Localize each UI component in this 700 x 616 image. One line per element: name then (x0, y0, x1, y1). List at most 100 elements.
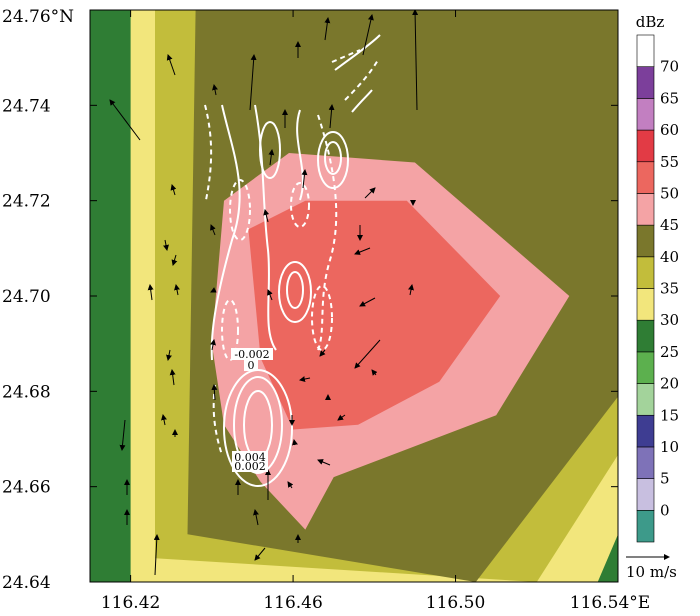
colorbar-swatch-0 (636, 478, 655, 511)
wind-vector-22 (267, 289, 273, 301)
wind-vector-24 (253, 509, 259, 526)
wind-vector-19 (317, 459, 331, 466)
velocity-contour-12 (290, 182, 310, 228)
colorbar-label-45: 45 (660, 216, 679, 234)
y-tick-label-2: 24.68 (2, 382, 51, 402)
y-tick-label-1: 24.66 (2, 478, 51, 498)
reference-vector-label: 10 m/s (626, 563, 677, 581)
wind-vector-9 (268, 149, 275, 166)
wind-vector-52 (319, 349, 326, 357)
colorbar-swatch-30 (636, 288, 655, 321)
wind-vector-49 (292, 439, 298, 446)
velocity-contour-top-3 (351, 89, 373, 113)
velocity-contour-6 (324, 141, 342, 175)
contour-label-0002: 0.002 (234, 460, 266, 473)
wind-vector-18 (337, 414, 346, 421)
wind-vector-21 (263, 209, 270, 223)
wind-vector-14 (354, 247, 371, 255)
reference-vector: 10 m/s (626, 554, 677, 581)
colorbar-swatch-50 (636, 161, 655, 194)
x-tick-label-0: 116.42 (101, 593, 160, 613)
wind-vector-13 (364, 187, 376, 199)
velocity-contour-line-3 (254, 104, 277, 351)
wind-vector-5 (324, 17, 331, 41)
velocity-contour-8 (229, 179, 251, 241)
colorbar-label-0: 0 (660, 501, 670, 519)
wind-vector-20 (299, 376, 311, 382)
velocity-contour-7 (317, 131, 349, 189)
velocity-contour-4 (286, 271, 304, 309)
wind-vector-47 (287, 481, 294, 489)
colorbar-label-60: 60 (660, 121, 679, 139)
velocity-contour-10 (221, 299, 239, 361)
wind-vector-3 (212, 84, 218, 96)
wind-vector-28 (211, 384, 218, 401)
wind-vector-34 (169, 369, 176, 386)
wind-vector-12 (301, 169, 308, 189)
y-tick-label-5: 24.74 (2, 96, 51, 116)
colorbar-label-50: 50 (660, 184, 679, 202)
wind-vector-39 (119, 419, 126, 451)
colorbar-label-10: 10 (660, 438, 679, 456)
wind-vector-44 (408, 284, 414, 296)
velocity-contour-line-1 (210, 104, 241, 361)
wind-vector-1 (109, 99, 141, 141)
colorbar-swatch-15 (636, 383, 655, 416)
x-tick-label-2: 116.50 (426, 593, 485, 613)
colorbar-swatch-70 (636, 34, 655, 67)
colorbar-swatch--5 (636, 510, 655, 543)
wind-vector-50 (254, 547, 266, 561)
colorbar-label-65: 65 (660, 89, 679, 107)
colorbar-swatch-5 (636, 446, 655, 479)
x-tick-label-3: 116.54°E (570, 593, 650, 613)
colorbar-swatch-40 (636, 224, 655, 258)
colorbar-swatch-60 (636, 98, 655, 131)
wind-vector-6 (362, 14, 374, 56)
colorbar-label-35: 35 (660, 280, 679, 298)
wind-vector-7 (412, 10, 419, 111)
contour-label-0004: 0.004 (234, 451, 266, 464)
colorbar-label-5: 5 (660, 470, 670, 488)
wind-vector-2 (166, 54, 176, 76)
colorbar-label-25: 25 (660, 343, 679, 361)
velocity-contour-line-2 (212, 384, 223, 456)
y-tick-label-0: 24.64 (2, 573, 51, 593)
wind-vector-15 (359, 297, 376, 307)
velocity-contour-top-1 (334, 34, 381, 71)
colorbar-label-20: 20 (660, 375, 679, 393)
colorbar-label-70: 70 (660, 58, 679, 76)
wind-vector-30 (147, 284, 154, 301)
colorbar-label-40: 40 (660, 248, 679, 266)
wind-vector-27 (210, 339, 216, 351)
colorbar: 0 5 10 15 20 25 30 35 40 45 50 55 60 65 70 (636, 34, 679, 543)
wind-vector-26 (210, 287, 217, 293)
colorbar-label-15: 15 (660, 406, 679, 424)
wind-vector-25 (210, 224, 216, 236)
colorbar-swatch-55 (636, 129, 655, 163)
colorbar-label-55: 55 (660, 153, 679, 171)
y-tick-label-6: 24.76°N (2, 7, 74, 27)
contour-label-neg002: -0.002 (234, 348, 269, 361)
wind-vector-17 (371, 369, 378, 376)
wind-vector-41 (163, 239, 169, 251)
velocity-contour-top-2 (344, 59, 379, 101)
y-tick-label-3: 24.70 (2, 287, 51, 307)
axes: 116.42 116.46 116.50 116.54°E 24.64 24.66 24.6… (2, 7, 650, 613)
wind-vector-32 (171, 254, 178, 266)
colorbar-swatch-20 (636, 351, 655, 384)
colorbar-label-30: 30 (660, 311, 679, 329)
wind-vector-8 (249, 54, 257, 111)
plot-area (90, 10, 618, 582)
wind-vector-40 (153, 534, 160, 576)
velocity-contour-line-5 (296, 109, 304, 201)
velocity-contour-2 (233, 376, 283, 474)
velocity-contour-line-6 (204, 104, 213, 201)
colorbar-swatch-65 (636, 66, 655, 99)
velocity-contour-9 (311, 285, 333, 351)
reflectivity-region-50dbz (248, 200, 501, 430)
wind-vector-33 (174, 284, 180, 296)
colorbar-swatch-10 (636, 414, 655, 448)
wind-vector-31 (170, 184, 177, 196)
colorbar-swatch-35 (636, 256, 655, 289)
wind-vector-16 (354, 339, 381, 369)
